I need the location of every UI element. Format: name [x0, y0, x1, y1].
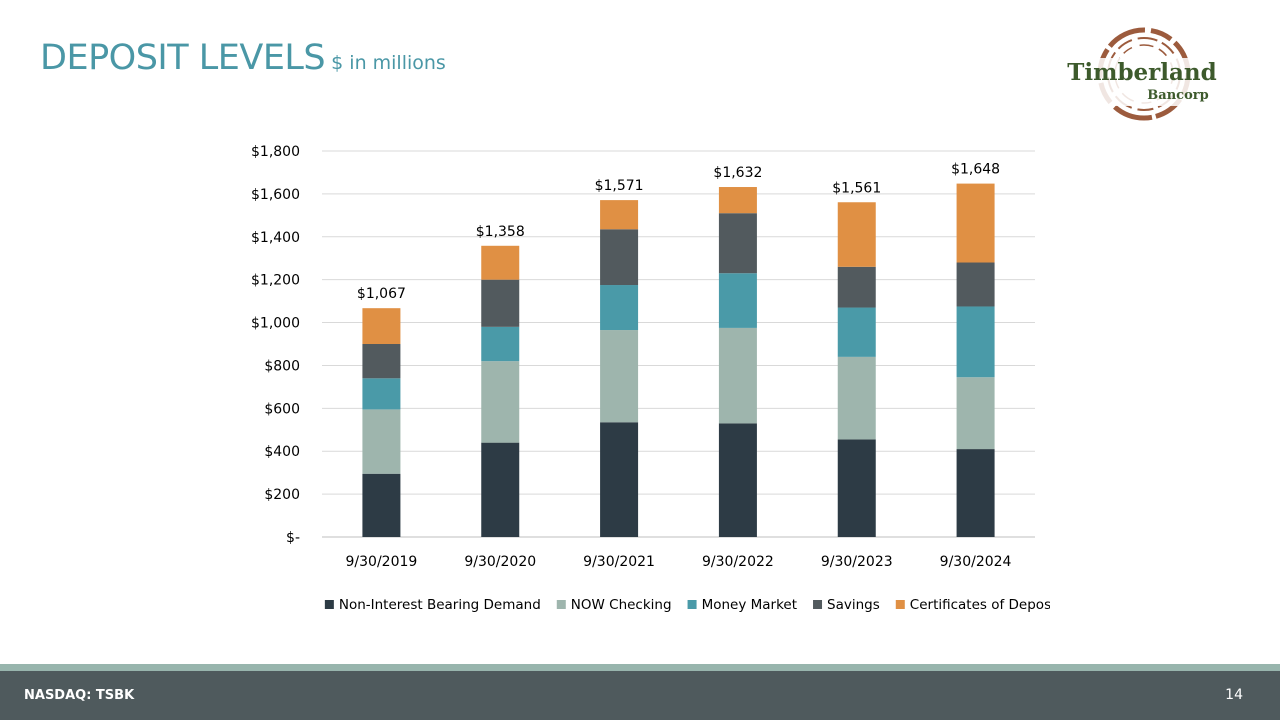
total-data-label: $1,358 — [476, 224, 525, 240]
legend-swatch — [813, 600, 823, 609]
y-tick-label: $1,400 — [251, 230, 300, 246]
bar-segment — [837, 439, 876, 537]
y-tick-label: $400 — [264, 444, 300, 460]
total-data-label: $1,067 — [357, 286, 406, 302]
total-data-label: $1,632 — [713, 165, 762, 181]
bar-segment — [600, 285, 639, 331]
bar-segment — [362, 409, 401, 474]
y-tick-label: $- — [286, 530, 300, 546]
bar-segment — [481, 442, 520, 537]
slide-subtitle: $ in millions — [331, 52, 446, 74]
chart-gridlines — [322, 150, 1035, 538]
bar-segment — [956, 262, 995, 307]
legend-label: Non-Interest Bearing Demand — [339, 597, 541, 613]
chart-legend: Non-Interest Bearing Demand NOW Checking M… — [324, 597, 1050, 613]
slide-title-group: DEPOSIT LEVELS $ in millions — [40, 38, 446, 78]
legend-swatch — [687, 600, 697, 609]
y-tick-label: $1,000 — [251, 316, 300, 332]
x-tick-label: 9/30/2023 — [821, 554, 893, 570]
chart-y-axis: $- $200 $400 $600 $800 $1,000 $1,200 $1,400 $1,6… — [251, 144, 300, 546]
bar-segment — [362, 308, 401, 344]
bar-segment — [956, 183, 995, 263]
bar-segment — [481, 279, 520, 327]
legend-swatch — [895, 600, 905, 609]
footer-ticker: NASDAQ: TSBK — [24, 688, 135, 703]
bar-segment — [718, 187, 757, 214]
bar-segment — [956, 306, 995, 378]
slide-title: DEPOSIT LEVELS — [40, 38, 326, 78]
legend-swatch — [324, 600, 334, 609]
bar-segment — [956, 377, 995, 450]
footer-accent-stripe — [0, 664, 1280, 671]
chart-x-axis: 9/30/2019 9/30/2020 9/30/2021 9/30/2022 9/30… — [346, 554, 1012, 570]
logo-name: Timberland — [1067, 59, 1216, 86]
y-tick-label: $600 — [264, 401, 300, 417]
logo-text-backdrop — [1058, 58, 1226, 106]
bar-segment — [481, 361, 520, 443]
timberland-bancorp-logo: Timberland Bancorp — [1058, 27, 1226, 121]
legend-label: Savings — [827, 597, 880, 613]
bar-segment — [362, 473, 401, 537]
bar-segment — [718, 213, 757, 274]
bar-segment — [481, 326, 520, 362]
bar-segment — [718, 273, 757, 328]
logo-sub: Bancorp — [1147, 88, 1208, 103]
legend-label: Money Market — [702, 597, 797, 613]
chart-total-labels: $1,067 $1,358 $1,571 $1,632 $1,561 $1,648 — [357, 162, 1000, 303]
bar-segment — [600, 229, 639, 286]
y-tick-label: $1,600 — [251, 187, 300, 203]
y-tick-label: $1,200 — [251, 273, 300, 289]
bar-segment — [600, 200, 639, 230]
legend-label: Certificates of Deposit — [910, 597, 1050, 613]
x-tick-label: 9/30/2024 — [940, 554, 1012, 570]
bar-segment — [600, 330, 639, 423]
bar-segment — [362, 378, 401, 410]
bar-segment — [718, 327, 757, 424]
page-number: 14 — [1225, 687, 1243, 703]
y-tick-label: $200 — [264, 487, 300, 503]
deposit-levels-chart: $- $200 $400 $600 $800 $1,000 $1,200 $1,400 $1,6… — [251, 144, 1050, 613]
legend-swatch — [556, 600, 566, 609]
total-data-label: $1,648 — [951, 162, 1000, 178]
bar-segment — [837, 307, 876, 357]
bar-segment — [837, 202, 876, 267]
bar-segment — [956, 449, 995, 537]
chart-bars — [362, 183, 995, 537]
y-tick-label: $800 — [264, 358, 300, 374]
legend-label: NOW Checking — [571, 597, 672, 613]
bar-segment — [600, 422, 639, 537]
bar-segment — [362, 344, 401, 379]
x-tick-label: 9/30/2022 — [702, 554, 774, 570]
x-tick-label: 9/30/2021 — [583, 554, 655, 570]
total-data-label: $1,571 — [595, 178, 644, 194]
bar-segment — [837, 356, 876, 440]
y-tick-label: $1,800 — [251, 144, 300, 160]
x-tick-label: 9/30/2019 — [346, 554, 418, 570]
footer-bar: NASDAQ: TSBK 14 — [0, 671, 1280, 720]
bar-segment — [481, 245, 520, 280]
bar-segment — [837, 266, 876, 308]
total-data-label: $1,561 — [832, 180, 881, 196]
x-tick-label: 9/30/2020 — [464, 554, 536, 570]
bar-segment — [718, 423, 757, 537]
